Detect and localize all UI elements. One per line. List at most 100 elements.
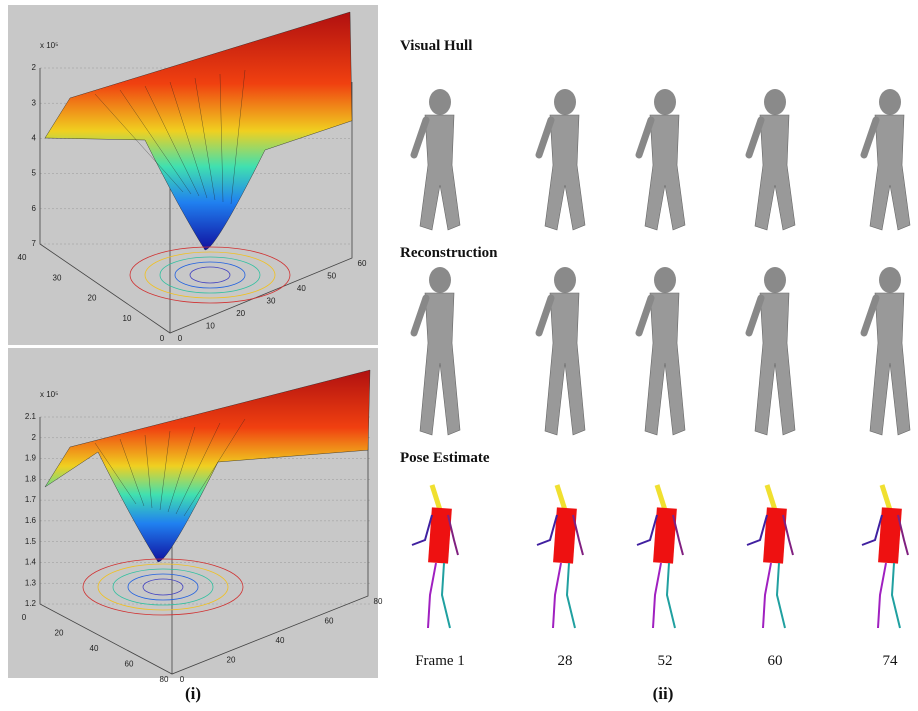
frame-label: 60 bbox=[768, 653, 783, 669]
silhouette-arm bbox=[414, 298, 426, 333]
silhouette-body bbox=[645, 115, 685, 230]
z-tick-label: 2.1 bbox=[25, 412, 37, 421]
pose-leg bbox=[763, 563, 771, 628]
pose-head bbox=[882, 485, 890, 510]
z-tick-label: 1.2 bbox=[25, 599, 37, 608]
z-tick-label: 5 bbox=[32, 169, 37, 178]
pose-leg bbox=[777, 563, 785, 628]
x-tick-label: 0 bbox=[160, 334, 165, 343]
z-tick-label: 7 bbox=[32, 239, 37, 248]
y-tick-label: 30 bbox=[267, 297, 276, 306]
z-tick-label: 3 bbox=[32, 98, 37, 107]
x-tick-label: 40 bbox=[18, 253, 27, 262]
y-tick-label: 20 bbox=[227, 656, 236, 665]
frame-label: 28 bbox=[558, 653, 573, 669]
x-tick-label: 60 bbox=[125, 660, 134, 669]
pose-leg bbox=[567, 563, 575, 628]
silhouette-head bbox=[429, 89, 451, 115]
pose-arm bbox=[862, 515, 882, 545]
y-tick-label: 80 bbox=[374, 597, 383, 606]
silhouette-head bbox=[879, 89, 901, 115]
exponent-label: x 10⁵ bbox=[40, 390, 58, 399]
y-tick-label: 60 bbox=[358, 259, 367, 268]
y-tick-label: 40 bbox=[276, 636, 285, 645]
y-tick-label: 40 bbox=[297, 284, 306, 293]
z-tick-label: 2 bbox=[32, 63, 37, 72]
x-tick-label: 40 bbox=[90, 644, 99, 653]
y-tick-label: 0 bbox=[178, 334, 183, 343]
y-tick-label: 10 bbox=[206, 322, 215, 331]
silhouette-head bbox=[554, 89, 576, 115]
silhouette-arm bbox=[749, 120, 761, 155]
pose-leg bbox=[428, 563, 436, 628]
x-tick-label: 20 bbox=[55, 629, 64, 638]
silhouette-body bbox=[755, 293, 795, 435]
z-tick-label: 1.4 bbox=[25, 558, 37, 567]
pose-leg bbox=[892, 563, 900, 628]
row-label: Pose Estimate bbox=[400, 450, 490, 466]
silhouette-head bbox=[764, 89, 786, 115]
silhouette-arm bbox=[539, 298, 551, 333]
silhouette-head bbox=[654, 89, 676, 115]
exponent-label: x 10⁵ bbox=[40, 41, 58, 50]
pose-arm bbox=[747, 515, 767, 545]
x-tick-label: 30 bbox=[53, 273, 62, 282]
y-tick-label: 50 bbox=[327, 272, 336, 281]
pose-head bbox=[767, 485, 775, 510]
silhouette-body bbox=[645, 293, 685, 435]
z-tick-label: 6 bbox=[32, 204, 37, 213]
silhouette-body bbox=[755, 115, 795, 230]
silhouette-body bbox=[545, 115, 585, 230]
x-tick-label: 80 bbox=[160, 675, 169, 684]
pose-leg bbox=[667, 563, 675, 628]
caption: (i) bbox=[185, 684, 201, 703]
pose-arm bbox=[637, 515, 657, 545]
silhouette-arm bbox=[864, 120, 876, 155]
pose-leg bbox=[653, 563, 661, 628]
caption: (ii) bbox=[653, 684, 674, 703]
z-tick-label: 1.5 bbox=[25, 537, 37, 546]
pose-leg bbox=[442, 563, 450, 628]
z-tick-label: 1.8 bbox=[25, 474, 37, 483]
silhouette-head bbox=[654, 267, 676, 293]
pose-head bbox=[432, 485, 440, 510]
silhouette-arm bbox=[539, 120, 551, 155]
silhouette-body bbox=[420, 293, 460, 435]
silhouette-head bbox=[554, 267, 576, 293]
row-label: Visual Hull bbox=[400, 38, 472, 54]
frame-label: Frame 1 bbox=[415, 653, 465, 669]
pose-leg bbox=[553, 563, 561, 628]
silhouette-arm bbox=[414, 120, 426, 155]
silhouette-body bbox=[545, 293, 585, 435]
pose-arm bbox=[412, 515, 432, 545]
frame-label: 52 bbox=[658, 653, 673, 669]
y-tick-label: 20 bbox=[236, 309, 245, 318]
pose-arm bbox=[537, 515, 557, 545]
x-tick-label: 20 bbox=[88, 294, 97, 303]
silhouette-head bbox=[879, 267, 901, 293]
silhouette-head bbox=[764, 267, 786, 293]
silhouette-head bbox=[429, 267, 451, 293]
pose-head bbox=[657, 485, 665, 510]
z-tick-label: 2 bbox=[32, 433, 37, 442]
z-tick-label: 1.3 bbox=[25, 578, 37, 587]
silhouette-arm bbox=[639, 120, 651, 155]
z-tick-label: 1.9 bbox=[25, 454, 37, 463]
silhouette-body bbox=[870, 293, 910, 435]
frame-label: 74 bbox=[883, 653, 899, 669]
z-tick-label: 1.6 bbox=[25, 516, 37, 525]
silhouette-body bbox=[420, 115, 460, 230]
silhouette-body bbox=[870, 115, 910, 230]
x-tick-label: 10 bbox=[123, 314, 132, 323]
x-tick-label: 0 bbox=[22, 613, 27, 622]
row-label: Reconstruction bbox=[400, 245, 498, 261]
pose-leg bbox=[878, 563, 886, 628]
z-tick-label: 4 bbox=[32, 134, 37, 143]
silhouette-arm bbox=[639, 298, 651, 333]
silhouette-arm bbox=[749, 298, 761, 333]
z-tick-label: 1.7 bbox=[25, 495, 37, 504]
y-tick-label: 0 bbox=[180, 675, 185, 684]
y-tick-label: 60 bbox=[325, 617, 334, 626]
silhouette-arm bbox=[864, 298, 876, 333]
figure: x 10⁵2345674030201000102030405060x 10⁵2.… bbox=[0, 0, 918, 711]
